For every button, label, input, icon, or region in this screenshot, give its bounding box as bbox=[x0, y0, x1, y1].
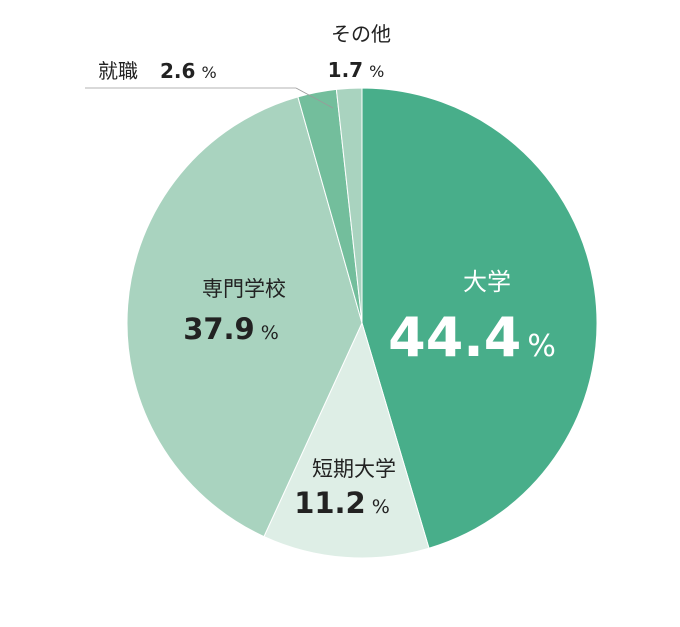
slice-value-senmon-gakkou: 37.9% bbox=[183, 312, 279, 346]
slice-label-daigaku: 大学 bbox=[463, 268, 511, 296]
slice-label-sonota: その他 bbox=[331, 22, 391, 46]
slice-value-tanki-daigaku: 11.2% bbox=[294, 486, 390, 520]
slice-label-tanki-daigaku: 短期大学 bbox=[312, 457, 396, 481]
pie-slices bbox=[126, 87, 598, 559]
slice-value-sonota: 1.7% bbox=[328, 58, 385, 82]
slice-label-shuushoku: 就職 bbox=[98, 59, 138, 83]
pie-labels: 大学 44.4 % 短期大学 11.2 % 専門学校 37.9 % 就職 2.6 % その他 1.7% bbox=[98, 22, 556, 520]
pie-slice-tanki-daigaku bbox=[263, 321, 430, 559]
pie-slice-senmon-gakkou bbox=[126, 96, 363, 538]
slice-value-shuushoku: 2.6% bbox=[160, 59, 217, 83]
pie-slice-daigaku bbox=[361, 87, 598, 549]
slice-value-daigaku: 44.4% bbox=[388, 306, 556, 369]
pie-slice-sonota bbox=[335, 87, 363, 324]
leader-line-shuushoku-diag bbox=[295, 87, 334, 109]
slice-label-senmon-gakkou: 専門学校 bbox=[202, 277, 286, 301]
